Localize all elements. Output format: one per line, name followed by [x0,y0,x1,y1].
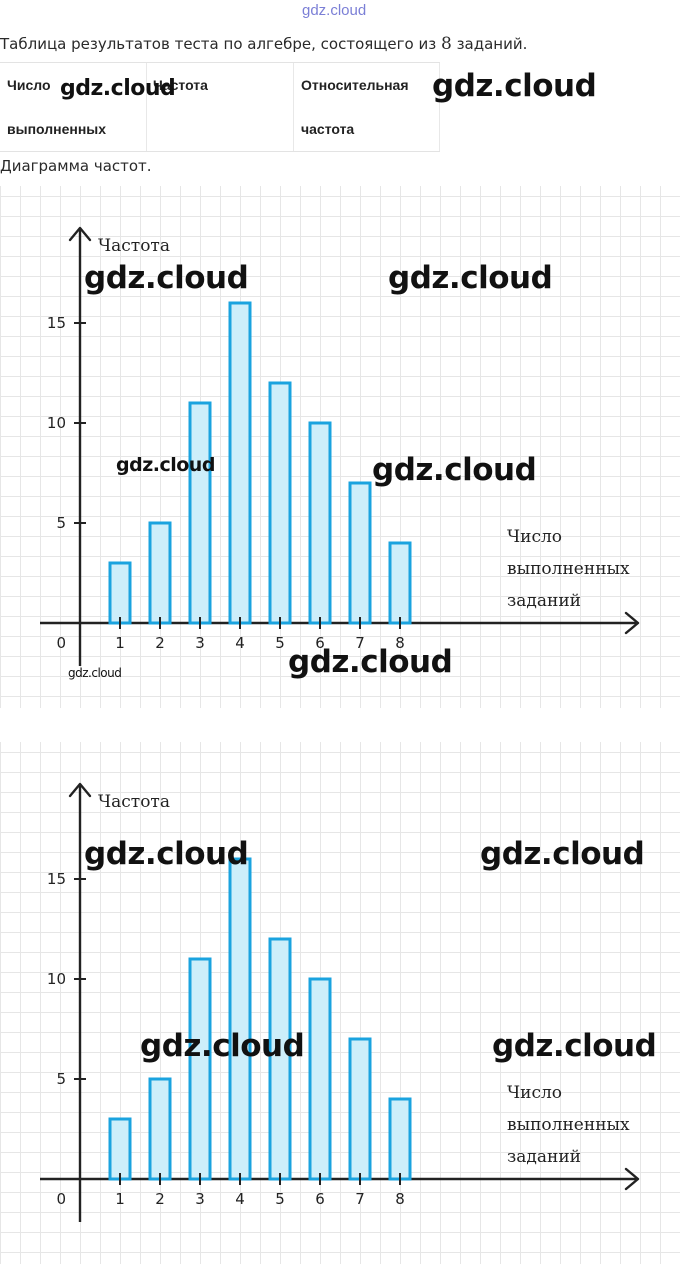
chart-svg: 1 2 3 4 5 6 7 8 5 10 15 0 Частота Число выполненных зад… [40,782,640,1222]
y-tick-label: 10 [47,414,66,432]
watermark: gdz.cloud [388,260,553,296]
origin-label: 0 [56,634,66,652]
watermark: gdz.cloud [84,260,249,296]
table-divider [293,63,294,151]
table-divider [146,63,147,151]
frequency-chart-1: 1 2 3 4 5 6 7 8 5 10 15 0 Частота Число выполненных зад… [0,186,680,708]
table-header-count-line1: Число [7,77,51,93]
watermark: gdz.cloud [68,666,122,680]
bar-6 [308,977,332,1181]
y-tick-label: 5 [56,514,66,532]
x-tick-label: 2 [155,1190,165,1208]
x-tick-label: 1 [115,634,125,652]
watermark: gdz.cloud [140,1028,305,1064]
x-axis-arrow [624,611,640,635]
x-tick-label: 7 [355,1190,365,1208]
x-tick-label: 8 [395,1190,405,1208]
intro-task-count: 8 [440,34,452,54]
table-header-relative-line2: частота [301,121,355,137]
x-tick-label: 2 [155,634,165,652]
table-header-count: Число выполненных [7,63,139,151]
y-tick-label: 5 [56,1070,66,1088]
watermark: gdz.cloud [432,68,597,104]
bar-2 [148,521,172,625]
watermark: gdz.cloud [372,452,537,488]
watermark: gdz.cloud [116,454,215,476]
x-axis-label-line: заданий [507,1147,581,1167]
bar-1 [108,561,132,625]
x-tick-label: 5 [275,634,285,652]
x-axis-label-line: выполненных [507,1115,630,1135]
table-header-relative-line1: Относительная [301,77,409,93]
bar-3 [188,957,212,1181]
bar-8 [388,1097,412,1181]
y-axis-arrow [68,782,92,798]
x-axis-label-line: заданий [507,591,581,611]
watermark: gdz.cloud [84,836,249,872]
x-tick-label: 5 [275,1190,285,1208]
chart-caption: Диаграмма частот. [0,157,152,175]
bar-8 [388,541,412,625]
x-tick-label: 3 [195,634,205,652]
x-tick-label: 3 [195,1190,205,1208]
bar-7 [348,481,372,625]
table-header-frequency: Частота [153,63,283,151]
y-tick-label: 15 [47,870,66,888]
intro-text: Таблица результатов теста по алгебре, со… [0,34,527,54]
y-axis-label: Частота [98,792,170,812]
x-axis-arrow [624,1167,640,1191]
x-tick-label: 4 [235,634,245,652]
x-axis-label-line: Число [507,527,562,547]
watermark: gdz.cloud [480,836,645,872]
watermark: gdz.cloud [288,644,453,680]
table-header-count-line2: выполненных [7,121,107,137]
intro-text-after: заданий. [451,35,528,53]
x-axis-label-line: Число [507,1083,562,1103]
x-tick-label: 8 [395,634,405,652]
table-header-frequency-line1: Частота [153,77,208,93]
table-header-relative-frequency: Относительная частота [301,63,441,151]
site-watermark: gdz.cloud [302,2,367,19]
y-axis-arrow [68,226,92,242]
bar-2 [148,1077,172,1181]
chart-svg: 1 2 3 4 5 6 7 8 5 10 15 0 Частота Число выполненных зад… [40,226,640,666]
intro-text-before: Таблица результатов теста по алгебре, со… [0,35,441,53]
bar-4 [228,857,252,1181]
y-tick-label: 10 [47,970,66,988]
x-tick-label: 7 [355,634,365,652]
bar-6 [308,421,332,625]
bar-7 [348,1037,372,1181]
y-tick-label: 15 [47,314,66,332]
x-tick-label: 6 [315,1190,325,1208]
x-tick-label: 1 [115,1190,125,1208]
frequency-chart-2: 1 2 3 4 5 6 7 8 5 10 15 0 Частота Число выполненных зад… [0,742,680,1264]
table-divider [439,63,440,151]
results-table: Число выполненных Частота Относительная … [0,62,440,152]
x-axis-label-line: выполненных [507,559,630,579]
watermark: gdz.cloud [492,1028,657,1064]
bar-4 [228,301,252,625]
y-axis-label: Частота [98,236,170,256]
x-tick-label: 6 [315,634,325,652]
watermark: gdz.cloud [60,76,176,101]
origin-label: 0 [56,1190,66,1208]
bar-5 [268,381,292,625]
bar-3 [188,401,212,625]
x-tick-label: 4 [235,1190,245,1208]
bar-1 [108,1117,132,1181]
